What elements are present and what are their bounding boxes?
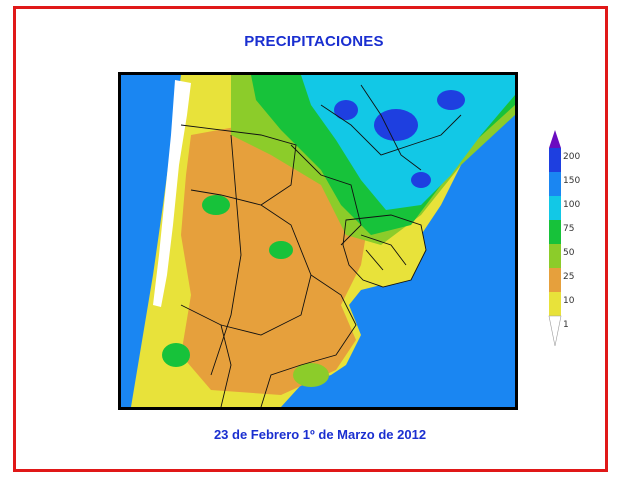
precipitation-map [118,72,518,410]
map-title: PRECIPITACIONES [244,33,384,50]
legend-label-1: 1 [563,320,569,330]
wet-spot-1 [374,109,418,141]
wet-spot-2 [334,100,358,120]
precipitation-legend: 200 150 100 75 50 25 10 1 [548,128,588,350]
map-canvas [121,75,515,407]
legend-band-1-10 [549,292,561,316]
green-patch-4 [293,363,329,387]
legend-label-25: 25 [563,272,575,282]
date-range-caption: 23 de Febrero 1º de Marzo de 2012 [213,427,427,442]
legend-label-200: 200 [563,152,581,162]
green-patch-2 [202,195,230,215]
legend-label-75: 75 [563,224,575,234]
legend-band-10-25 [549,268,561,292]
pacific-ocean [121,75,181,407]
legend-label-150: 150 [563,176,581,186]
wet-spot-3 [437,90,465,110]
province-borders [180,84,462,407]
legend-band-75-100 [549,196,561,220]
wet-spot-4 [411,172,431,188]
legend-label-50: 50 [563,248,575,258]
legend-band-50-75 [549,220,561,244]
green-patch-1 [269,241,293,259]
legend-label-100: 100 [563,200,581,210]
andes-dry-strip [153,80,191,307]
legend-cap-top [549,130,561,148]
legend-cap-bottom [548,315,562,347]
legend-label-10: 10 [563,296,575,306]
green-patch-3 [162,343,190,367]
legend-band-150-200 [549,148,561,172]
legend-band-100-150 [549,172,561,196]
legend-colorbar [548,130,562,347]
legend-band-25-50 [549,244,561,268]
